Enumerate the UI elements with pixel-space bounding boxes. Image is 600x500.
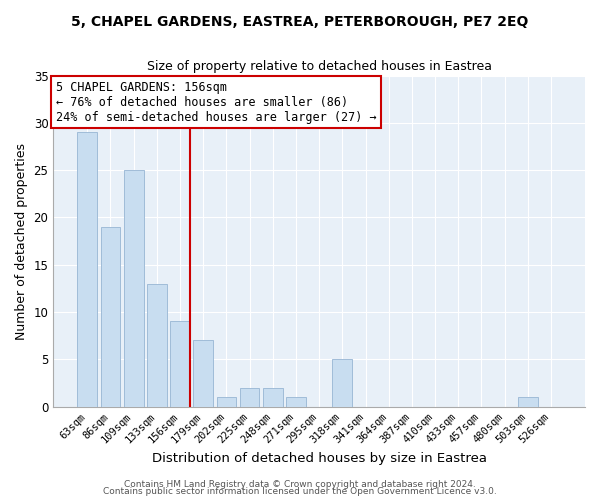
X-axis label: Distribution of detached houses by size in Eastrea: Distribution of detached houses by size …	[152, 452, 487, 465]
Text: 5, CHAPEL GARDENS, EASTREA, PETERBOROUGH, PE7 2EQ: 5, CHAPEL GARDENS, EASTREA, PETERBOROUGH…	[71, 15, 529, 29]
Bar	[170, 322, 190, 406]
Bar	[217, 397, 236, 406]
Bar	[263, 388, 283, 406]
Bar	[193, 340, 213, 406]
Bar	[124, 170, 143, 406]
Text: Contains HM Land Registry data © Crown copyright and database right 2024.: Contains HM Land Registry data © Crown c…	[124, 480, 476, 489]
Text: 5 CHAPEL GARDENS: 156sqm
← 76% of detached houses are smaller (86)
24% of semi-d: 5 CHAPEL GARDENS: 156sqm ← 76% of detach…	[56, 80, 377, 124]
Y-axis label: Number of detached properties: Number of detached properties	[15, 142, 28, 340]
Title: Size of property relative to detached houses in Eastrea: Size of property relative to detached ho…	[146, 60, 491, 73]
Bar	[286, 397, 306, 406]
Bar	[101, 227, 121, 406]
Bar	[77, 132, 97, 406]
Bar	[147, 284, 167, 406]
Bar	[518, 397, 538, 406]
Text: Contains public sector information licensed under the Open Government Licence v3: Contains public sector information licen…	[103, 487, 497, 496]
Bar	[240, 388, 259, 406]
Bar	[332, 360, 352, 406]
